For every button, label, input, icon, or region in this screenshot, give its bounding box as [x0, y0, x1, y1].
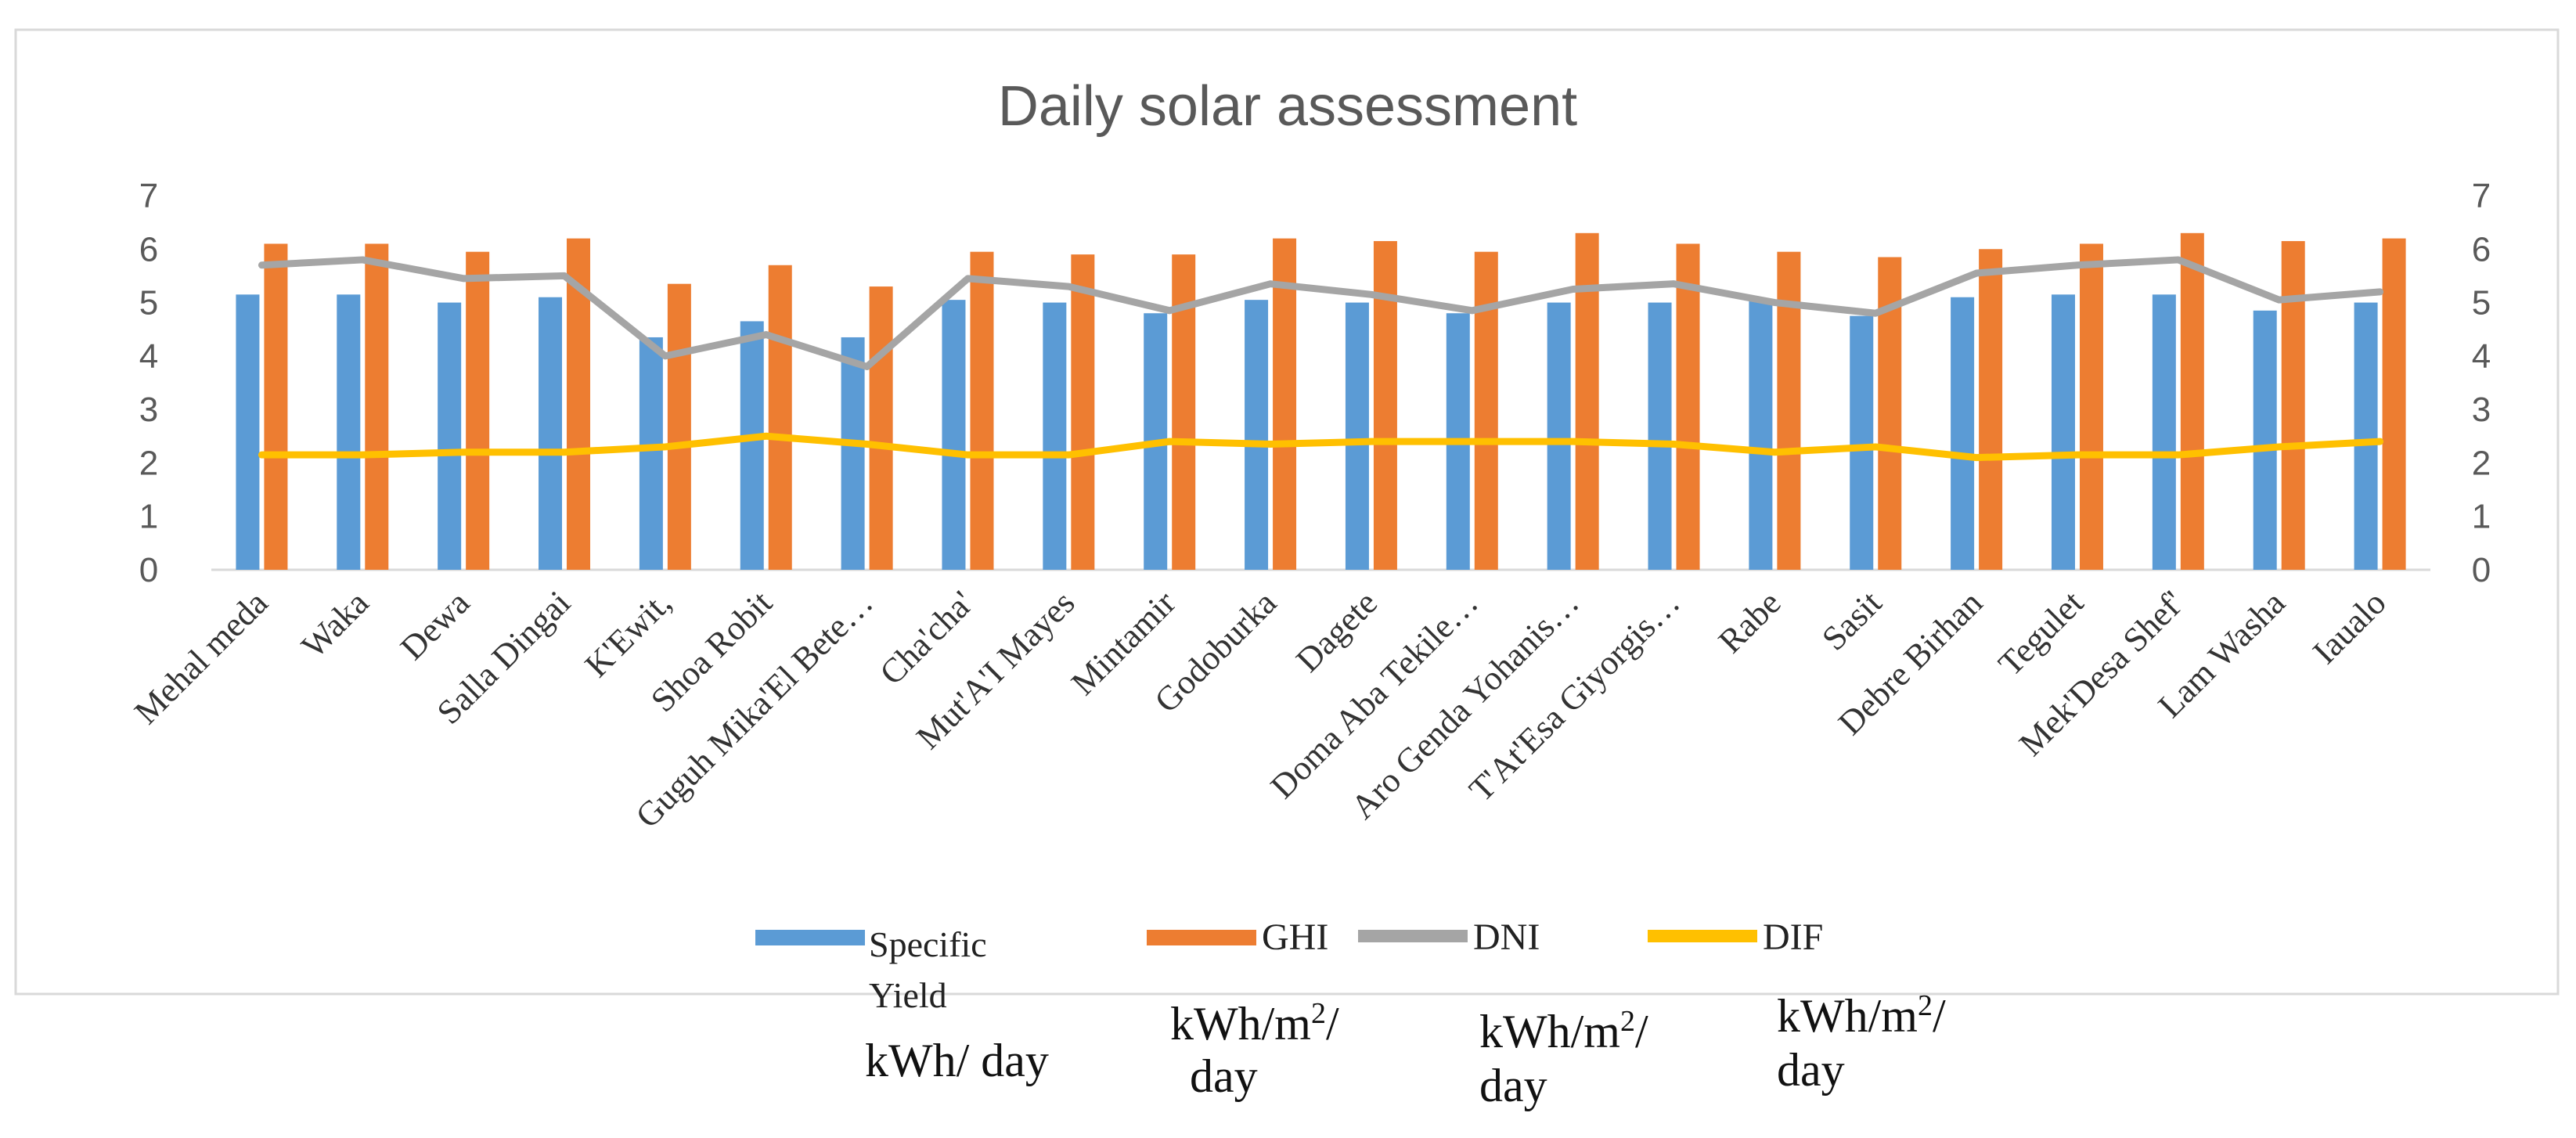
- bar-specific-yield: [1043, 302, 1067, 570]
- bar-ghi: [1676, 243, 1700, 570]
- unit-dif-line1: kWh/m2/: [1777, 989, 1946, 1042]
- legend: [755, 930, 1757, 945]
- bar-specific-yield: [1245, 300, 1269, 570]
- y-tick-left: 7: [139, 177, 158, 215]
- y-tick-left: 6: [139, 230, 158, 268]
- bar-ghi: [667, 283, 691, 570]
- bar-specific-yield: [1648, 302, 1672, 570]
- bar-specific-yield: [639, 337, 663, 570]
- y-tick-right: 7: [2472, 177, 2491, 215]
- y-tick-right: 4: [2472, 337, 2491, 376]
- bar-specific-yield: [337, 294, 361, 570]
- line-dif: [258, 432, 2384, 462]
- y-tick-left: 5: [139, 284, 158, 322]
- legend-label-dif: DIF: [1763, 917, 1824, 958]
- bar-ghi: [1575, 232, 1599, 570]
- bar-ghi: [1777, 251, 1801, 570]
- bar-specific-yield: [1850, 315, 1874, 570]
- legend-label-yield: Yield: [869, 975, 947, 1015]
- y-tick-left: 2: [139, 444, 158, 482]
- bar-specific-yield: [1951, 297, 1975, 570]
- bar-specific-yield: [1345, 302, 1369, 570]
- y-tick-right: 0: [2472, 551, 2491, 589]
- bar-ghi: [2079, 243, 2103, 570]
- y-tick-left: 4: [139, 337, 158, 376]
- y-tick-left: 0: [139, 551, 158, 589]
- bar-specific-yield: [942, 300, 966, 570]
- bar-specific-yield: [438, 302, 462, 570]
- bar-ghi: [264, 243, 288, 570]
- bar-specific-yield: [740, 321, 764, 570]
- legend-swatch-specific-yield: [755, 930, 865, 945]
- bar-specific-yield: [1749, 300, 1773, 570]
- bar-specific-yield: [2051, 294, 2075, 570]
- bar-ghi: [1373, 241, 1397, 570]
- bar-specific-yield: [539, 297, 563, 570]
- legend-swatch-dif: [1648, 930, 1757, 942]
- bar-ghi: [365, 243, 389, 570]
- bar-ghi: [869, 286, 893, 570]
- bar-specific-yield: [236, 294, 260, 570]
- legend-label-ghi: GHI: [1262, 917, 1329, 958]
- y-tick-right: 5: [2472, 284, 2491, 322]
- bar-specific-yield: [1547, 302, 1571, 570]
- bar-ghi: [970, 251, 994, 570]
- y-tick-right: 6: [2472, 230, 2491, 268]
- bar-ghi: [1071, 254, 1095, 570]
- unit-dif-line2: day: [1777, 1044, 1845, 1096]
- y-tick-right: 2: [2472, 444, 2491, 482]
- bar-specific-yield: [841, 337, 865, 570]
- bar-ghi: [2382, 238, 2406, 570]
- legend-swatch-dni: [1358, 930, 1468, 942]
- y-tick-left: 1: [139, 498, 158, 536]
- y-tick-right: 3: [2472, 391, 2491, 429]
- bar-ghi: [1273, 238, 1297, 570]
- chart-title: Daily solar assessment: [998, 75, 1577, 138]
- legend-label-specific: Specific: [869, 924, 987, 964]
- bar-specific-yield: [2152, 294, 2176, 570]
- y-tick-right: 1: [2472, 498, 2491, 536]
- unit-ghi-line1: kWh/m2/: [1170, 997, 1339, 1050]
- unit-ghi-line2: day: [1190, 1050, 1258, 1102]
- unit-specific-yield: kWh/ day: [865, 1035, 1049, 1086]
- bar-ghi: [466, 251, 490, 570]
- bar-ghi: [2281, 241, 2305, 570]
- bar-ghi: [1474, 251, 1498, 570]
- line-dni: [258, 256, 2384, 371]
- legend-swatch-ghi: [1147, 930, 1256, 945]
- unit-dni-line2: day: [1479, 1060, 1547, 1111]
- bar-specific-yield: [2253, 310, 2277, 570]
- bar-ghi: [1979, 249, 2003, 570]
- bar-ghi: [768, 265, 792, 570]
- y-tick-left: 3: [139, 391, 158, 429]
- bar-ghi: [2180, 232, 2204, 570]
- bar-specific-yield: [2354, 302, 2378, 570]
- unit-dni-line1: kWh/m2/: [1479, 1005, 1648, 1057]
- legend-label-dni: DNI: [1473, 917, 1540, 958]
